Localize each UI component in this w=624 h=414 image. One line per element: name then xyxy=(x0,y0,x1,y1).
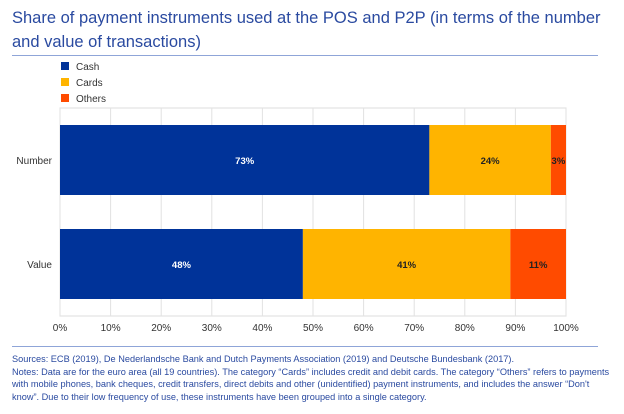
x-tick-label: 40% xyxy=(252,323,272,334)
chart-title: Share of payment instruments used at the… xyxy=(12,9,601,51)
legend-swatch xyxy=(61,62,69,70)
bar-others xyxy=(550,125,566,195)
legend-label: Cash xyxy=(76,62,99,73)
data-label: 3% xyxy=(552,156,566,167)
bar-cards xyxy=(302,229,511,299)
data-label: 11% xyxy=(529,260,548,271)
legend-label: Others xyxy=(76,94,106,105)
x-tick-label: 100% xyxy=(553,323,579,334)
legend-swatch xyxy=(61,94,69,102)
x-tick-label: 50% xyxy=(303,323,323,334)
bar-cards xyxy=(429,125,551,195)
bar-cash xyxy=(60,229,303,299)
data-label: 73% xyxy=(235,156,255,167)
bar-others xyxy=(510,229,566,299)
title-rule xyxy=(12,55,598,56)
legend-swatch xyxy=(61,78,69,86)
data-label: 24% xyxy=(481,156,501,167)
category-label: Number xyxy=(16,156,52,167)
legend-label: Cards xyxy=(76,78,103,89)
notes: Sources: ECB (2019), De Nederlandsche Ba… xyxy=(12,353,612,403)
bar-cash xyxy=(60,125,430,195)
x-tick-label: 80% xyxy=(455,323,475,334)
category-label: Value xyxy=(27,260,52,271)
data-label: 41% xyxy=(397,260,417,271)
x-tick-label: 20% xyxy=(151,323,171,334)
x-tick-label: 0% xyxy=(53,323,68,334)
notes-rule xyxy=(12,346,598,347)
x-tick-label: 70% xyxy=(404,323,424,334)
x-tick-label: 10% xyxy=(101,323,121,334)
x-tick-label: 30% xyxy=(202,323,222,334)
data-label: 48% xyxy=(172,260,192,271)
sources-text: Sources: ECB (2019), De Nederlandsche Ba… xyxy=(12,354,515,364)
x-tick-label: 60% xyxy=(354,323,374,334)
notes-text: Notes: Data are for the euro area (all 1… xyxy=(12,366,610,402)
x-tick-label: 90% xyxy=(505,323,525,334)
